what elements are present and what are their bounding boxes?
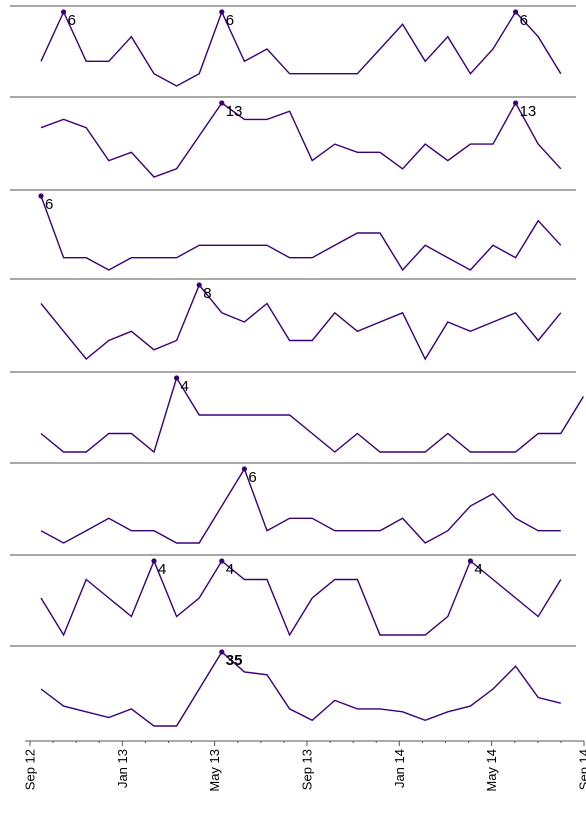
peak-label: 6 bbox=[226, 12, 234, 29]
peak-point bbox=[219, 558, 225, 564]
peak-label: 6 bbox=[248, 469, 256, 486]
sparkline-panel: 6 6 6 bbox=[10, 5, 576, 87]
peak-label: 4 bbox=[226, 561, 234, 578]
peak-point bbox=[241, 466, 247, 472]
series-line bbox=[40, 283, 562, 361]
peak-point bbox=[38, 193, 44, 199]
peak-point bbox=[467, 558, 473, 564]
series-line bbox=[40, 195, 562, 272]
peak-label: 6 bbox=[45, 196, 53, 213]
series-line bbox=[40, 10, 562, 87]
x-tick-label: Sep 12 bbox=[23, 749, 38, 790]
peak-point bbox=[513, 100, 519, 106]
peak-label: 4 bbox=[474, 561, 482, 578]
sparkline-panel: 4 4 4 bbox=[10, 554, 576, 637]
peak-point bbox=[151, 558, 157, 564]
sparkline-panel: 35 bbox=[10, 645, 576, 727]
x-axis: Sep 12 Jan 13 May 13 Sep 13 Jan 14 May 14 Sep … bbox=[23, 740, 586, 792]
peak-label: 13 bbox=[520, 103, 537, 120]
sparkline-panel: 8 bbox=[10, 278, 576, 361]
peak-point bbox=[513, 9, 519, 15]
peak-label: 4 bbox=[181, 378, 189, 395]
peak-point bbox=[196, 282, 202, 288]
sparkline-panel: 6 bbox=[10, 189, 576, 272]
series-line bbox=[40, 559, 562, 637]
panels: 6 6 6 13 13 6 8 4 6 4 4 4 35 bbox=[10, 5, 584, 727]
x-tick-label: May 14 bbox=[484, 749, 499, 792]
peak-label: 8 bbox=[203, 285, 211, 302]
peak-label: 4 bbox=[158, 561, 166, 578]
x-tick-label: Sep 14 bbox=[577, 749, 586, 790]
peak-label: 13 bbox=[226, 103, 243, 120]
series-line bbox=[40, 650, 561, 727]
x-tick-label: May 13 bbox=[207, 749, 222, 792]
series-line bbox=[40, 101, 562, 178]
peak-point bbox=[174, 375, 180, 381]
x-tick-label: Sep 13 bbox=[300, 749, 315, 790]
sparkline-panel: 4 bbox=[10, 371, 584, 454]
series-line bbox=[40, 376, 584, 454]
series-line bbox=[40, 467, 561, 544]
peak-point bbox=[219, 9, 225, 15]
x-tick-label: Jan 14 bbox=[392, 749, 407, 788]
peak-point bbox=[219, 649, 225, 655]
x-tick-label: Jan 13 bbox=[115, 749, 130, 788]
peak-point bbox=[61, 9, 67, 15]
peak-label: 6 bbox=[68, 12, 76, 29]
sparkline-panel: 13 13 bbox=[10, 96, 576, 178]
peak-label: 6 bbox=[520, 12, 528, 29]
peak-point bbox=[219, 100, 225, 106]
peak-label: 35 bbox=[226, 652, 243, 669]
sparkline-panel: 6 bbox=[10, 462, 576, 544]
